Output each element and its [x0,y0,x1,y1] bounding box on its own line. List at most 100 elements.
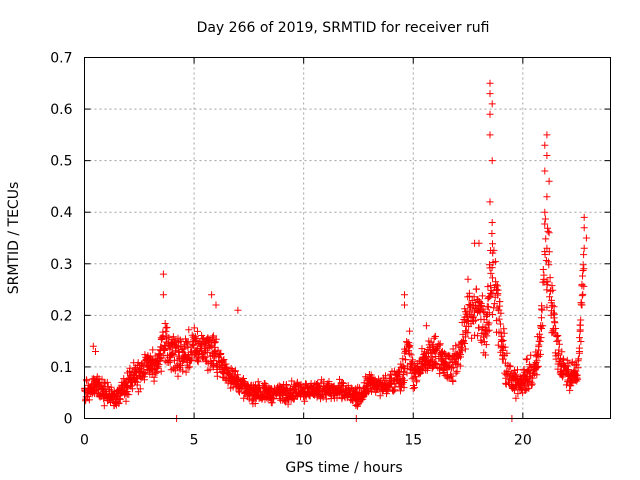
data-point [537,334,545,342]
data-point [519,381,527,389]
data-point [533,371,541,379]
data-point [405,343,413,351]
data-point [128,385,136,393]
data-point [533,363,541,371]
data-point [209,333,217,341]
data-point [543,193,551,201]
data-point [431,333,439,340]
data-point [497,309,505,317]
data-point [485,319,493,327]
data-point [474,332,482,340]
data-point [533,357,541,365]
data-point [555,340,563,348]
data-point [573,361,581,369]
data-point [543,131,551,139]
data-point [478,302,486,310]
data-point [494,341,502,349]
axis-ticks [84,57,611,419]
data-point [186,363,194,371]
data-point [115,400,123,408]
y-tick-label: 0.4 [50,205,72,221]
data-point [457,343,465,351]
data-point [194,357,201,365]
data-point [574,364,582,372]
data-point [490,246,498,254]
data-point [89,342,97,350]
data-point [201,339,209,347]
data-point [538,306,546,314]
data-point [582,234,590,242]
data-point [401,376,408,384]
y-tick-label: 0.6 [50,102,72,118]
data-point [540,271,548,279]
data-point [212,301,220,309]
data-point [389,387,397,395]
data-point [125,391,133,399]
data-point [542,235,550,243]
data-point [527,381,535,389]
data-point [438,356,446,364]
data-point [190,324,198,332]
data-point [178,358,186,365]
data-point [497,320,504,328]
data-point [488,264,496,272]
data-point [165,334,173,342]
data-point [410,373,418,381]
data-point [413,376,421,384]
data-point [487,269,495,277]
data-point [545,229,553,237]
data-point [504,368,512,376]
data-point [575,355,583,363]
data-point [171,347,179,355]
data-point [580,251,588,259]
data-point [491,300,499,308]
data-point [212,335,220,343]
data-point [220,356,228,363]
data-point [495,315,503,323]
data-point [546,293,554,301]
data-point [160,346,168,354]
data-point [475,306,483,314]
data-point [577,338,585,345]
data-point [488,100,496,108]
data-point [92,348,99,355]
data-point [185,326,193,334]
data-point [194,327,201,335]
data-point [436,340,444,348]
data-point [514,390,522,398]
data-point [166,358,174,366]
data-point [177,362,184,369]
data-point [510,367,518,374]
data-point [338,379,346,387]
data-point [551,310,558,318]
data-point [133,381,141,389]
data-point [473,285,480,293]
data-point [574,375,582,383]
data-point [548,302,556,310]
data-point [478,292,486,300]
plot-frame [84,57,611,419]
data-point [453,367,461,375]
data-point [163,323,171,331]
data-point [150,373,158,381]
data-point [484,303,492,311]
data-point [503,349,511,357]
data-point [452,342,460,350]
data-point [577,316,585,324]
data-point [541,208,549,216]
data-point [461,345,469,353]
data-point [466,311,474,319]
data-point [140,376,148,384]
data-point [558,348,566,356]
data-point [576,334,583,342]
data-point [534,362,542,370]
data-point [149,346,157,354]
data-point [482,341,490,349]
data-point [248,395,256,403]
data-point [457,351,464,359]
data-point [499,355,507,363]
data-point [548,282,556,290]
data-point [544,227,552,235]
y-tick-label: 0 [64,412,73,428]
